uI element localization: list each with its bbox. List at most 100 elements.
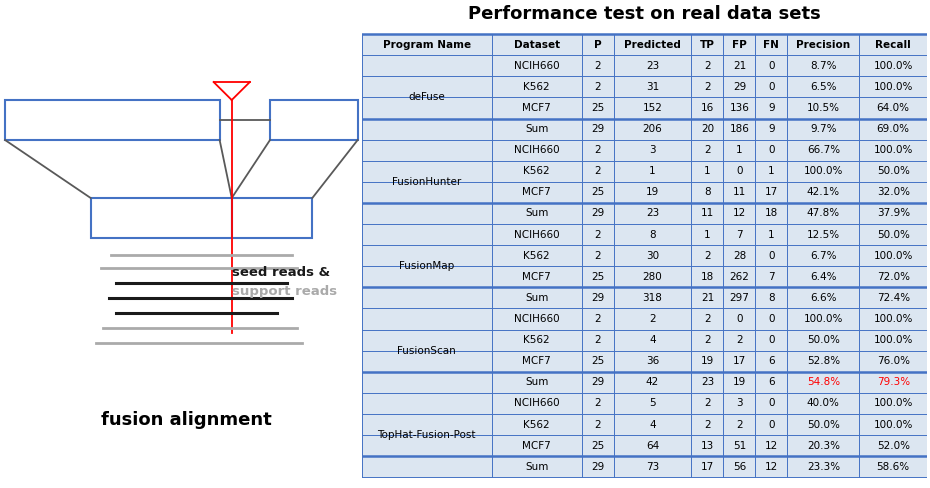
- Bar: [724, 203, 755, 224]
- Bar: [859, 203, 927, 224]
- Bar: [581, 372, 614, 393]
- Bar: [859, 245, 927, 266]
- Text: Program Name: Program Name: [382, 40, 471, 50]
- Text: 31: 31: [645, 82, 659, 92]
- Text: 1: 1: [704, 229, 711, 240]
- Text: FusionScan: FusionScan: [397, 346, 456, 356]
- Text: 100.0%: 100.0%: [873, 145, 913, 155]
- Bar: [755, 224, 788, 245]
- Text: 11: 11: [733, 187, 746, 197]
- Text: 32.0%: 32.0%: [877, 187, 910, 197]
- Text: 2: 2: [594, 335, 601, 345]
- Bar: [581, 224, 614, 245]
- Bar: [581, 435, 614, 456]
- Text: 6.6%: 6.6%: [810, 293, 837, 303]
- Bar: [581, 266, 614, 287]
- Text: 3: 3: [649, 145, 656, 155]
- Text: Sum: Sum: [525, 377, 549, 387]
- Text: 100.0%: 100.0%: [873, 314, 913, 324]
- Bar: [492, 372, 581, 393]
- Bar: [614, 34, 691, 55]
- Text: 100.0%: 100.0%: [873, 420, 913, 429]
- Bar: [362, 161, 492, 182]
- Text: TP: TP: [700, 40, 715, 50]
- Text: 11: 11: [701, 208, 714, 219]
- Text: 20: 20: [701, 124, 714, 134]
- Text: Precision: Precision: [796, 40, 850, 50]
- Bar: [492, 224, 581, 245]
- Bar: [614, 414, 691, 435]
- Bar: [691, 203, 724, 224]
- Bar: [755, 351, 788, 372]
- Text: deFuse: deFuse: [408, 92, 445, 102]
- Bar: [581, 287, 614, 308]
- Text: 8.7%: 8.7%: [810, 61, 837, 71]
- Bar: [859, 372, 927, 393]
- Text: 1: 1: [768, 166, 775, 176]
- Bar: [859, 224, 927, 245]
- Text: 17: 17: [701, 462, 714, 472]
- Bar: [691, 435, 724, 456]
- Bar: [362, 308, 492, 329]
- Bar: [788, 224, 859, 245]
- Text: 2: 2: [704, 398, 711, 408]
- Text: Dataset: Dataset: [513, 40, 560, 50]
- Text: 52.0%: 52.0%: [877, 441, 910, 450]
- Bar: [581, 98, 614, 119]
- Bar: [788, 266, 859, 287]
- Text: 2: 2: [594, 251, 601, 261]
- Text: 18: 18: [764, 208, 778, 219]
- Text: 2: 2: [594, 145, 601, 155]
- Bar: [691, 351, 724, 372]
- Text: 7: 7: [736, 229, 743, 240]
- Bar: [5, 100, 219, 140]
- Bar: [614, 351, 691, 372]
- Text: 2: 2: [594, 420, 601, 429]
- Text: NCIH660: NCIH660: [513, 145, 560, 155]
- Bar: [691, 414, 724, 435]
- Text: 18: 18: [701, 272, 714, 282]
- Bar: [614, 308, 691, 329]
- Text: P: P: [593, 40, 602, 50]
- Bar: [755, 414, 788, 435]
- Bar: [614, 245, 691, 266]
- Bar: [362, 329, 492, 351]
- Text: 29: 29: [591, 124, 604, 134]
- Text: 50.0%: 50.0%: [877, 166, 910, 176]
- Text: 100.0%: 100.0%: [873, 82, 913, 92]
- Bar: [724, 435, 755, 456]
- Text: 2: 2: [736, 335, 743, 345]
- Bar: [724, 245, 755, 266]
- Bar: [90, 198, 232, 238]
- Bar: [614, 372, 691, 393]
- Bar: [755, 308, 788, 329]
- Bar: [859, 161, 927, 182]
- Text: 6.4%: 6.4%: [810, 272, 837, 282]
- Text: 42: 42: [645, 377, 659, 387]
- Bar: [859, 266, 927, 287]
- Bar: [755, 55, 788, 76]
- Text: FN: FN: [764, 40, 779, 50]
- Text: 69.0%: 69.0%: [877, 124, 910, 134]
- Text: 25: 25: [591, 272, 604, 282]
- Bar: [755, 182, 788, 203]
- Bar: [859, 140, 927, 161]
- Bar: [362, 203, 492, 224]
- Bar: [581, 161, 614, 182]
- Text: NCIH660: NCIH660: [513, 398, 560, 408]
- Bar: [581, 351, 614, 372]
- Text: 29: 29: [591, 462, 604, 472]
- Bar: [859, 287, 927, 308]
- Bar: [362, 224, 492, 245]
- Text: 23: 23: [645, 61, 659, 71]
- Text: 54.8%: 54.8%: [806, 377, 840, 387]
- Bar: [788, 203, 859, 224]
- Bar: [691, 34, 724, 55]
- Bar: [755, 456, 788, 477]
- Bar: [362, 287, 492, 308]
- Text: 2: 2: [594, 398, 601, 408]
- Bar: [691, 266, 724, 287]
- Bar: [755, 287, 788, 308]
- Text: 2: 2: [649, 314, 656, 324]
- Text: 12: 12: [764, 462, 778, 472]
